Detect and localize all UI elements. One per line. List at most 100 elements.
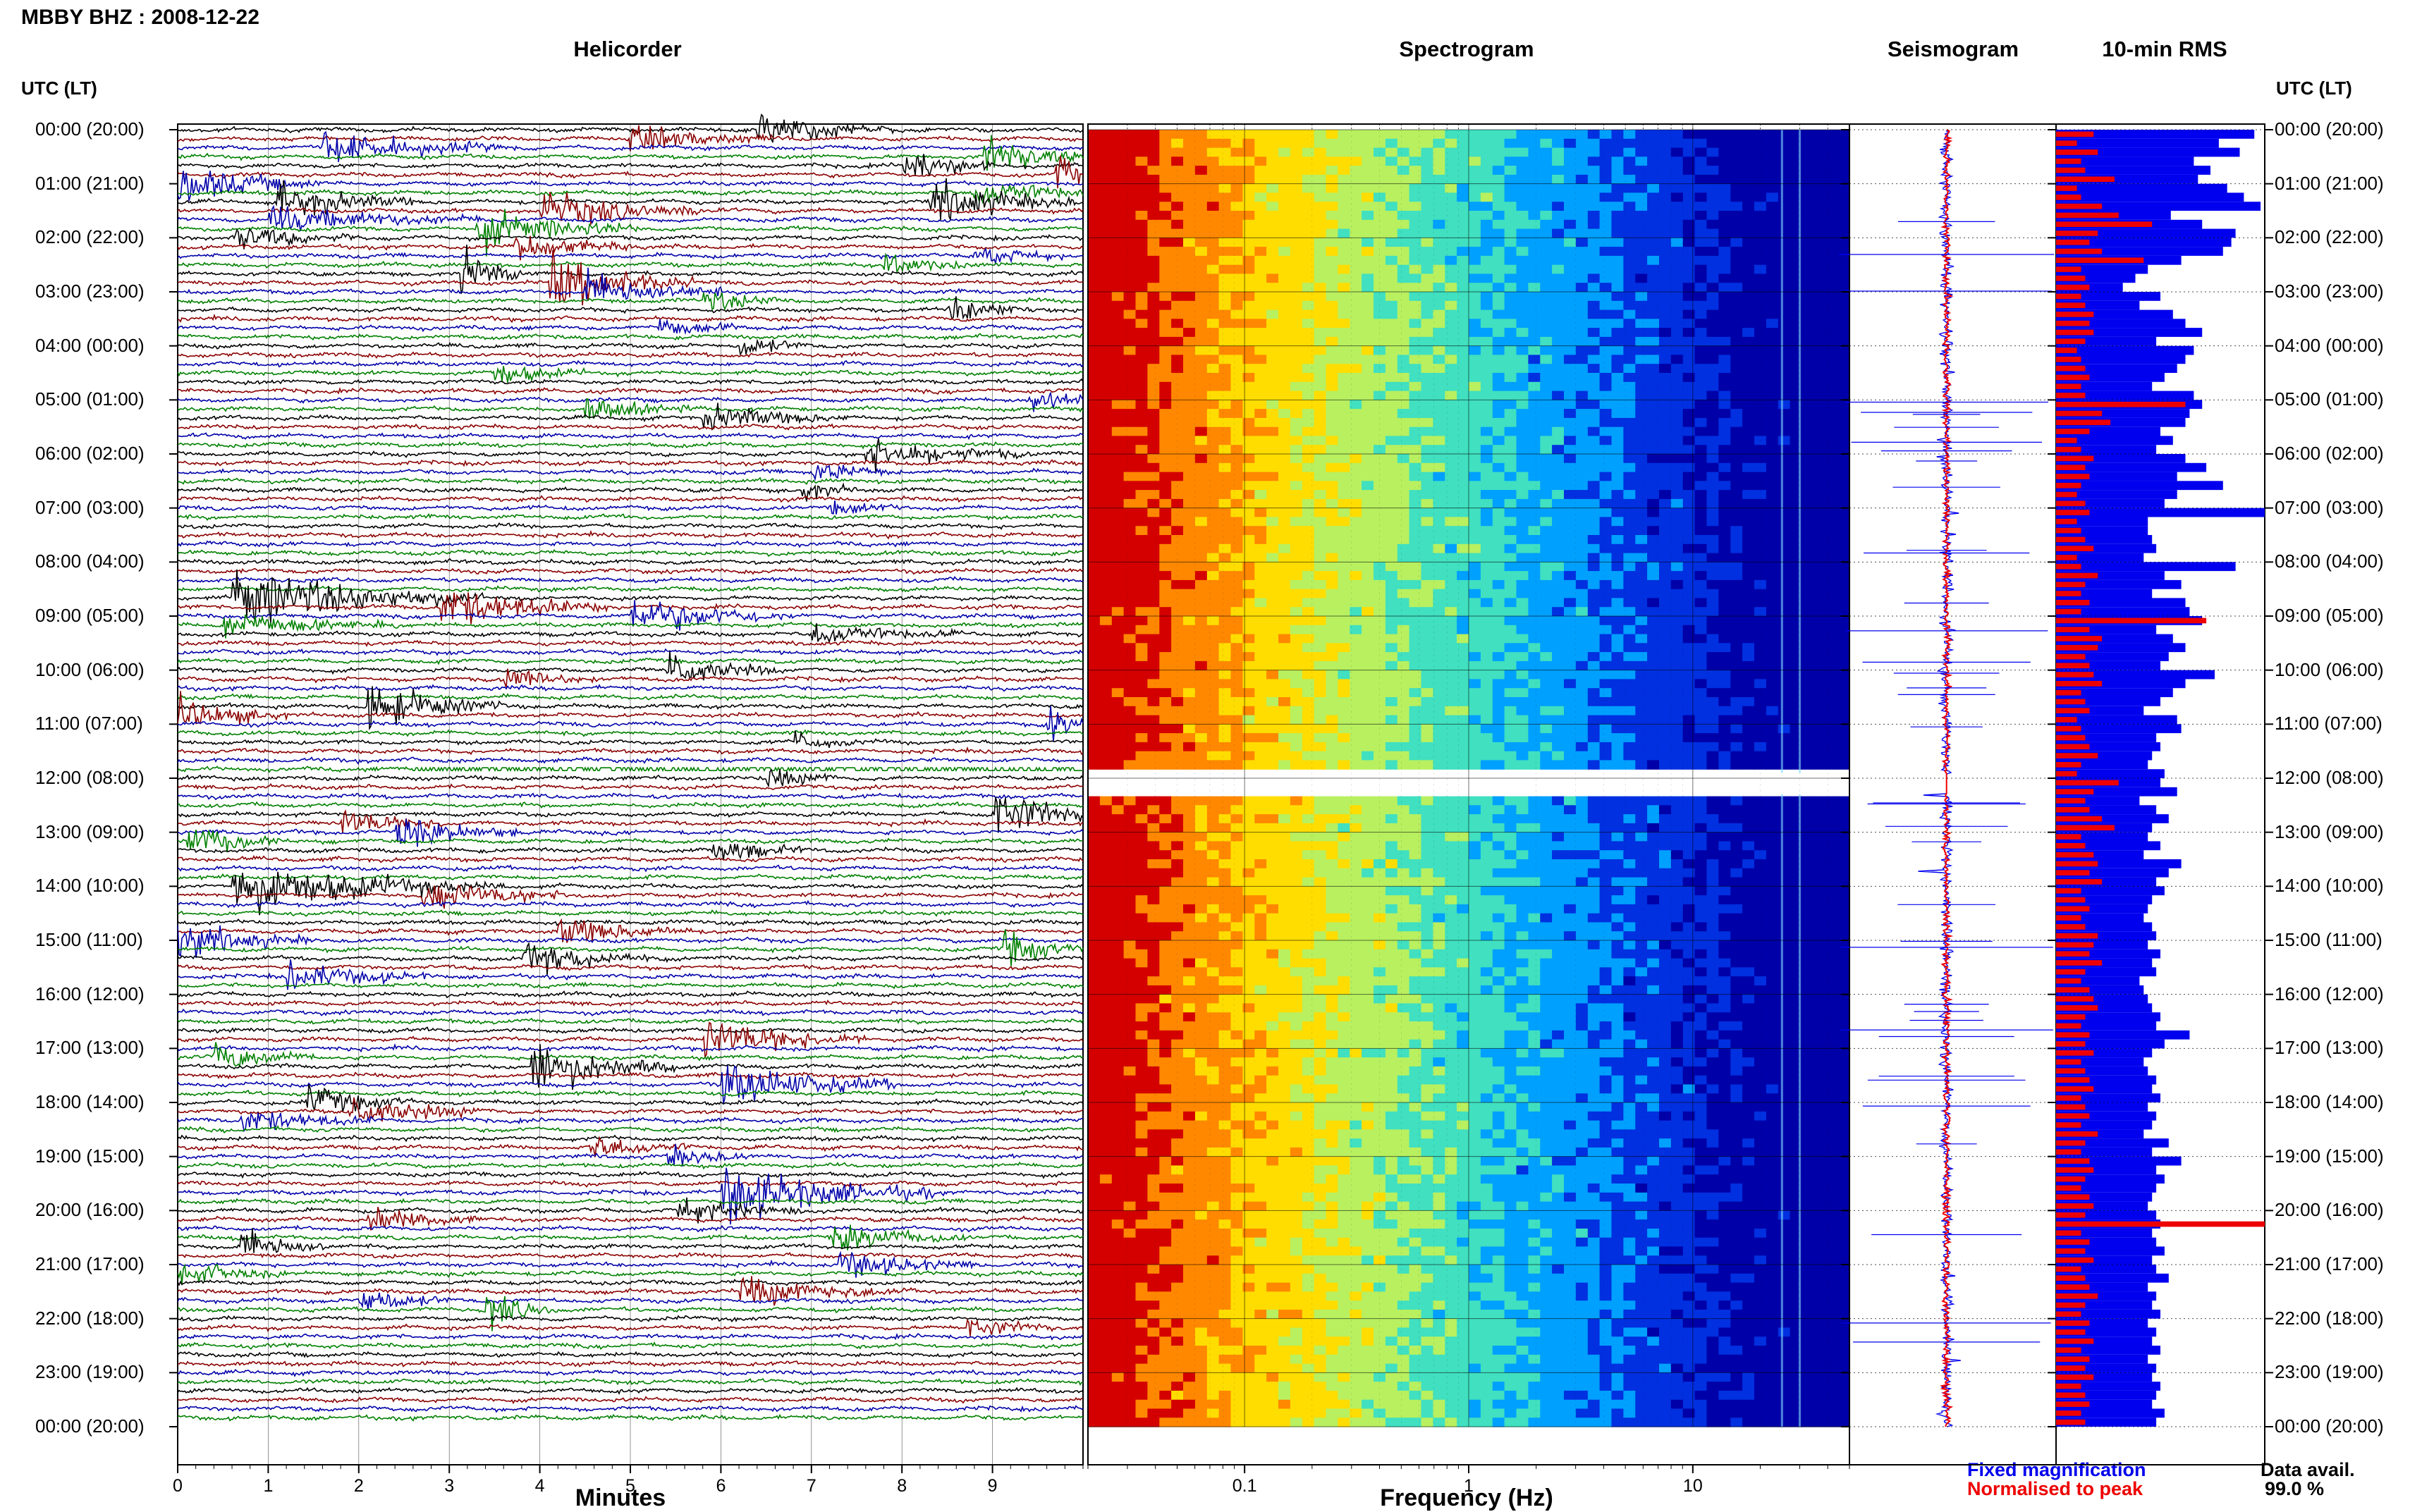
spectrogram-cell: [1457, 562, 1469, 571]
spectrogram-cell: [1433, 598, 1445, 607]
spectrogram-cell: [1469, 679, 1481, 688]
spectrogram-cell: [1635, 517, 1648, 526]
spectrogram-cell: [1409, 598, 1422, 607]
spectrogram-cell: [1183, 292, 1196, 301]
spectrogram-cell: [1564, 490, 1577, 499]
spectrogram-cell: [1718, 625, 1731, 634]
spectrogram-cell: [1266, 319, 1279, 328]
spectrogram-cell: [1837, 409, 1850, 418]
spectrogram-cell: [1528, 517, 1541, 526]
spectrogram-cell: [1647, 445, 1660, 454]
spectrogram-cell: [1659, 526, 1672, 535]
spectrogram-cell: [1813, 156, 1826, 166]
spectrogram-cell: [1695, 526, 1708, 535]
spectrogram-cell: [1302, 742, 1315, 751]
spectrogram-cell: [1635, 418, 1648, 427]
spectrogram-cell: [1540, 679, 1553, 688]
spectrogram-cell: [1635, 256, 1648, 265]
spectrogram-cell: [1469, 742, 1481, 751]
spectrogram-cell: [1802, 634, 1815, 644]
spectrogram-cell: [1314, 427, 1327, 436]
spectrogram-cell: [1326, 535, 1339, 544]
spectrogram-cell: [1659, 409, 1672, 418]
spectrogram-cell: [1147, 166, 1160, 175]
spectrogram-cell: [1171, 310, 1184, 319]
spectrogram-cell: [1718, 463, 1731, 472]
spectrogram-cell: [1517, 301, 1529, 310]
spectrogram-cell: [1278, 616, 1291, 625]
spectrogram-cell: [1409, 571, 1422, 580]
spectrogram-cell: [1362, 724, 1374, 733]
spectrogram-cell: [1754, 661, 1767, 670]
spectrogram-cell: [1718, 184, 1731, 193]
spectrogram-cell: [1505, 751, 1517, 761]
spectrogram-cell: [1326, 328, 1339, 337]
spectrogram-cell: [1457, 553, 1469, 563]
spectrogram-cell: [1136, 373, 1149, 382]
spectrogram-cell: [1671, 400, 1684, 409]
spectrogram-cell: [1445, 391, 1457, 400]
spectrogram-cell: [1136, 616, 1149, 625]
spectrogram-cell: [1124, 634, 1137, 644]
spectrogram-cell: [1612, 211, 1625, 220]
spectrogram-cell: [1718, 706, 1731, 715]
spectrogram-cell: [1445, 373, 1457, 382]
spectrogram-cell: [1397, 517, 1410, 526]
spectrogram-cell: [1421, 400, 1434, 409]
spectrogram-cell: [1754, 535, 1767, 544]
spectrogram-cell: [1671, 382, 1684, 391]
spectrogram-cell: [1671, 499, 1684, 508]
spectrogram-cell: [1552, 355, 1565, 364]
spectrogram-cell: [1493, 535, 1505, 544]
spectrogram-cell: [1374, 156, 1386, 166]
spectrogram-cell: [1386, 391, 1398, 400]
spectrogram-cell: [1588, 472, 1601, 481]
spectrogram-cell: [1088, 571, 1101, 580]
spectrogram-cell: [1707, 706, 1720, 715]
spectrogram-cell: [1600, 273, 1613, 283]
spectrogram-cell: [1481, 273, 1493, 283]
spectrogram-cell: [1813, 238, 1826, 247]
spectrogram-cell: [1136, 192, 1149, 202]
spectrogram-cell: [1825, 409, 1838, 418]
spectrogram-cell: [1576, 463, 1589, 472]
spectrogram-cell: [1600, 634, 1613, 644]
spectrogram-cell: [1742, 247, 1755, 256]
spectrogram-cell: [1124, 526, 1137, 535]
spectrogram-cell: [1778, 156, 1791, 166]
spectrogram-cell: [1718, 499, 1731, 508]
spectrogram-cell: [1124, 490, 1137, 499]
spectrogram-cell: [1278, 652, 1291, 661]
spectrogram-cell: [1718, 247, 1731, 256]
spectrogram-cell: [1612, 454, 1625, 463]
spectrogram-cell: [1457, 418, 1469, 427]
spectrogram-cell: [1457, 192, 1469, 202]
spectrogram-cell: [1612, 616, 1625, 625]
spectrogram-cell: [1100, 184, 1113, 193]
spectrogram-cell: [1254, 301, 1267, 310]
spectrogram-cell: [1124, 580, 1137, 589]
spectrogram-cell: [1517, 797, 1529, 806]
spectrogram-cell: [1612, 688, 1625, 697]
spectrogram-cell: [1493, 238, 1505, 247]
spectrogram-cell: [1433, 643, 1445, 652]
spectrogram-cell: [1469, 283, 1481, 292]
spectrogram-cell: [1612, 490, 1625, 499]
spectrogram-cell: [1635, 436, 1648, 445]
spectrogram-cell: [1195, 562, 1208, 571]
spectrogram-cell: [1564, 724, 1577, 733]
spectrogram-cell: [1802, 400, 1815, 409]
spectrogram-cell: [1540, 499, 1553, 508]
spectrogram-cell: [1195, 391, 1208, 400]
spectrogram-cell: [1207, 319, 1220, 328]
spectrogram-cell: [1326, 273, 1339, 283]
spectrogram-cell: [1718, 715, 1731, 725]
spectrogram-cell: [1302, 301, 1315, 310]
spectrogram-cell: [1445, 589, 1457, 598]
spectrogram-cell: [1742, 679, 1755, 688]
spectrogram-cell: [1100, 273, 1113, 283]
spectrogram-cell: [1290, 148, 1303, 157]
spectrogram-cell: [1600, 148, 1613, 157]
spectrogram-cell: [1409, 156, 1422, 166]
spectrogram-cell: [1136, 715, 1149, 725]
